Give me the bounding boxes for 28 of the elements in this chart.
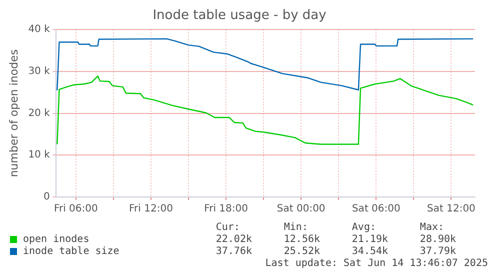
x-tick-label: Sat 12:00	[427, 204, 476, 215]
y-tick-label: 20 k	[28, 108, 50, 119]
text: Min:	[284, 222, 309, 234]
y-tick-label: 0	[44, 192, 50, 203]
legend-label: open inodes	[22, 234, 90, 246]
x-tick-label: Fri 18:00	[204, 204, 248, 215]
text: Avg:	[352, 222, 377, 234]
x-tick-label: Sat 00:00	[276, 204, 326, 215]
y-tick-label: 10 k	[28, 150, 50, 161]
text: Cur:	[216, 222, 241, 234]
text: 12.56k	[284, 234, 322, 246]
text: 34.54k	[352, 246, 390, 258]
text: Last update: Sat Jun 14 13:46:07 2025	[264, 258, 488, 270]
text: 22.02k	[216, 234, 253, 246]
y-axis-title: number of open inodes	[7, 49, 20, 178]
text: 28.90k	[420, 234, 458, 246]
y-tick-label: 40 k	[28, 24, 50, 36]
chart-title: Inode table usage - by day	[152, 8, 327, 24]
x-tick-label: Fri 12:00	[129, 204, 173, 215]
text: 25.52k	[284, 246, 322, 258]
legend-label: inode table size	[22, 246, 120, 258]
text: 37.76k	[216, 246, 253, 258]
text: 21.19k	[352, 234, 390, 246]
text: 37.79k	[420, 246, 458, 258]
x-tick-label: Fri 06:00	[54, 204, 98, 215]
y-tick-label: 30 k	[28, 66, 50, 78]
x-tick-label: Sat 06:00	[352, 204, 400, 215]
text: Max:	[420, 222, 446, 234]
